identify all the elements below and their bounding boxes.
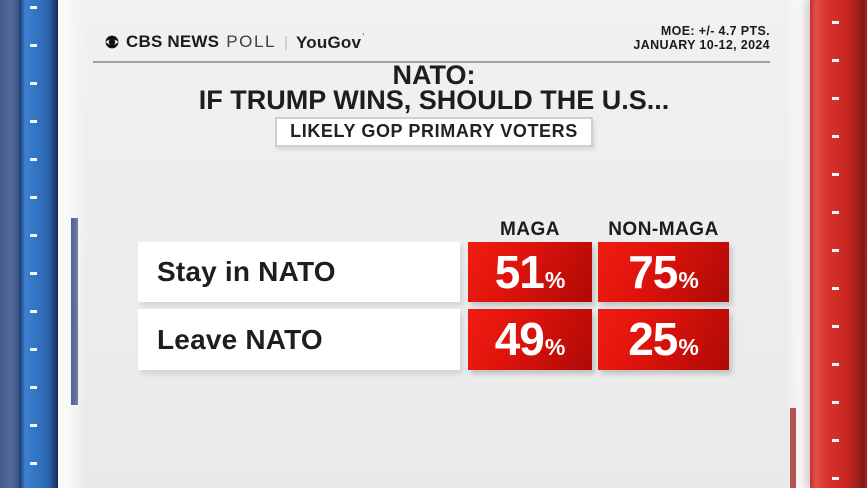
value-stay-non-maga: 75% <box>598 242 729 302</box>
column-header-maga: MAGA <box>499 219 561 240</box>
population-badge: LIKELY GOP PRIMARY VOTERS <box>275 117 593 147</box>
right-accent-bar <box>790 408 796 488</box>
cbs-eye-icon <box>105 35 119 49</box>
left-screws-icon <box>30 6 37 484</box>
page-title-line2: IF TRUMP WINS, SHOULD THE U.S... <box>198 85 670 115</box>
right-highlight-band <box>787 0 810 488</box>
poll-wordmark: POLL <box>226 32 277 51</box>
brand-lockup: CBS NEWS POLL | YouGov’ <box>105 31 365 52</box>
moe-line2: JANUARY 10-12, 2024 <box>633 38 770 52</box>
value-leave-maga: 49% <box>468 309 592 370</box>
cbs-news-wordmark: CBS NEWS <box>126 32 220 51</box>
percent-sign: % <box>678 334 699 360</box>
row-label-leave-nato: Leave NATO <box>138 309 460 370</box>
value-stay-maga: 51% <box>468 242 592 302</box>
brand-separator: | <box>284 33 288 51</box>
yougov-wordmark: YouGov’ <box>296 31 365 52</box>
header-divider <box>93 61 770 63</box>
value-number: 49 <box>494 313 545 365</box>
value-number: 25 <box>628 313 678 365</box>
yougov-mark: ’ <box>362 31 365 41</box>
left-frame-outer-bar <box>0 0 19 488</box>
left-accent-bar <box>71 218 78 405</box>
row-label-stay-in-nato: Stay in NATO <box>138 242 460 302</box>
value-leave-non-maga: 25% <box>598 309 729 370</box>
title-block: NATO: IF TRUMP WINS, SHOULD THE U.S... L… <box>94 60 774 147</box>
percent-sign: % <box>544 267 566 293</box>
column-header-non-maga: NON-MAGA <box>608 219 719 240</box>
percent-sign: % <box>678 267 699 293</box>
moe-line1: MOE: +/- 4.7 PTS. <box>660 24 770 38</box>
right-screws-icon <box>832 21 839 486</box>
value-number: 75 <box>628 246 678 298</box>
page-title-line1: NATO: <box>392 60 476 90</box>
left-frame-blue-bar <box>19 0 58 488</box>
value-number: 51 <box>494 246 545 298</box>
margin-of-error-note: MOE: +/- 4.7 PTS. JANUARY 10-12, 2024 <box>633 24 770 52</box>
percent-sign: % <box>544 334 566 360</box>
